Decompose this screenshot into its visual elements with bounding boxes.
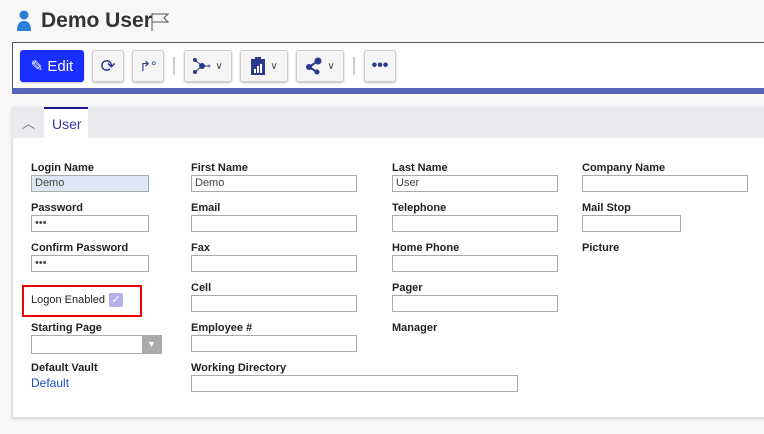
password-label: Password: [31, 202, 83, 214]
home-phone-input[interactable]: [392, 255, 558, 272]
cell-label: Cell: [191, 282, 212, 294]
fax-input[interactable]: [191, 255, 357, 272]
refresh-icon: ⟳: [100, 55, 116, 76]
fax-label: Fax: [191, 242, 210, 254]
starting-page-select[interactable]: ▼: [31, 335, 162, 354]
more-icon: •••: [371, 57, 389, 74]
working-directory-input[interactable]: [191, 375, 518, 392]
network-button[interactable]: ∨: [184, 50, 232, 82]
employee-input[interactable]: [191, 335, 357, 352]
chevron-down-icon: ∨: [270, 60, 278, 72]
page-title: Demo User: [41, 9, 152, 32]
refresh-button[interactable]: ⟳: [92, 50, 124, 82]
first-name-label: First Name: [191, 162, 248, 174]
user-icon: [17, 10, 31, 31]
default-vault-label: Default Vault: [31, 362, 98, 374]
password-input[interactable]: •••: [31, 215, 149, 232]
share-icon: [306, 57, 322, 75]
separator: [353, 57, 355, 75]
separator: [173, 57, 175, 75]
logon-enabled-field: Logon Enabled ✓: [31, 293, 124, 307]
logon-enabled-label: Logon Enabled: [31, 293, 106, 306]
telephone-input[interactable]: [392, 215, 558, 232]
more-button[interactable]: •••: [364, 50, 396, 82]
login-name-label: Login Name: [31, 162, 94, 174]
last-name-label: Last Name: [392, 162, 448, 174]
collapse-chevron-icon[interactable]: ︿: [22, 116, 36, 131]
manager-label: Manager: [392, 322, 438, 334]
pencil-icon: ✎: [30, 58, 44, 75]
dropdown-arrow-icon[interactable]: ▼: [142, 336, 161, 353]
workflow-icon: ↱°: [139, 57, 157, 74]
working-directory-label: Working Directory: [191, 362, 287, 374]
home-phone-label: Home Phone: [392, 242, 460, 254]
email-label: Email: [191, 202, 221, 214]
clipboard-chart-icon: [251, 57, 266, 75]
chevron-down-icon: ∨: [327, 60, 335, 72]
default-vault-link[interactable]: Default: [31, 376, 70, 390]
confirm-password-label: Confirm Password: [31, 242, 129, 254]
email-input[interactable]: [191, 215, 357, 232]
tab-user[interactable]: User: [44, 107, 88, 138]
telephone-label: Telephone: [392, 202, 447, 214]
report-button[interactable]: ∨: [240, 50, 288, 82]
pager-input[interactable]: [392, 295, 558, 312]
chevron-down-icon: ∨: [215, 60, 223, 72]
network-icon: [193, 58, 211, 74]
first-name-input[interactable]: Demo: [191, 175, 357, 192]
login-name-input[interactable]: Demo: [31, 175, 149, 192]
edit-button[interactable]: ✎ Edit: [20, 50, 84, 82]
logon-enabled-checkbox[interactable]: ✓: [109, 293, 124, 307]
share-button[interactable]: ∨: [296, 50, 344, 82]
last-name-input[interactable]: User: [392, 175, 558, 192]
pager-label: Pager: [392, 282, 423, 294]
picture-label: Picture: [582, 242, 620, 254]
workflow-button[interactable]: ↱°: [132, 50, 164, 82]
flag-icon[interactable]: [150, 12, 170, 32]
employee-label: Employee #: [191, 322, 253, 334]
cell-input[interactable]: [191, 295, 357, 312]
mail-stop-input[interactable]: [582, 215, 681, 232]
toolbar-accent-bar: [12, 88, 764, 94]
company-name-label: Company Name: [582, 162, 666, 174]
starting-page-label: Starting Page: [31, 322, 102, 334]
tab-bar: [12, 107, 764, 138]
mail-stop-label: Mail Stop: [582, 202, 631, 214]
confirm-password-input[interactable]: •••: [31, 255, 149, 272]
highlight-box: [22, 285, 142, 317]
company-name-input[interactable]: [582, 175, 748, 192]
